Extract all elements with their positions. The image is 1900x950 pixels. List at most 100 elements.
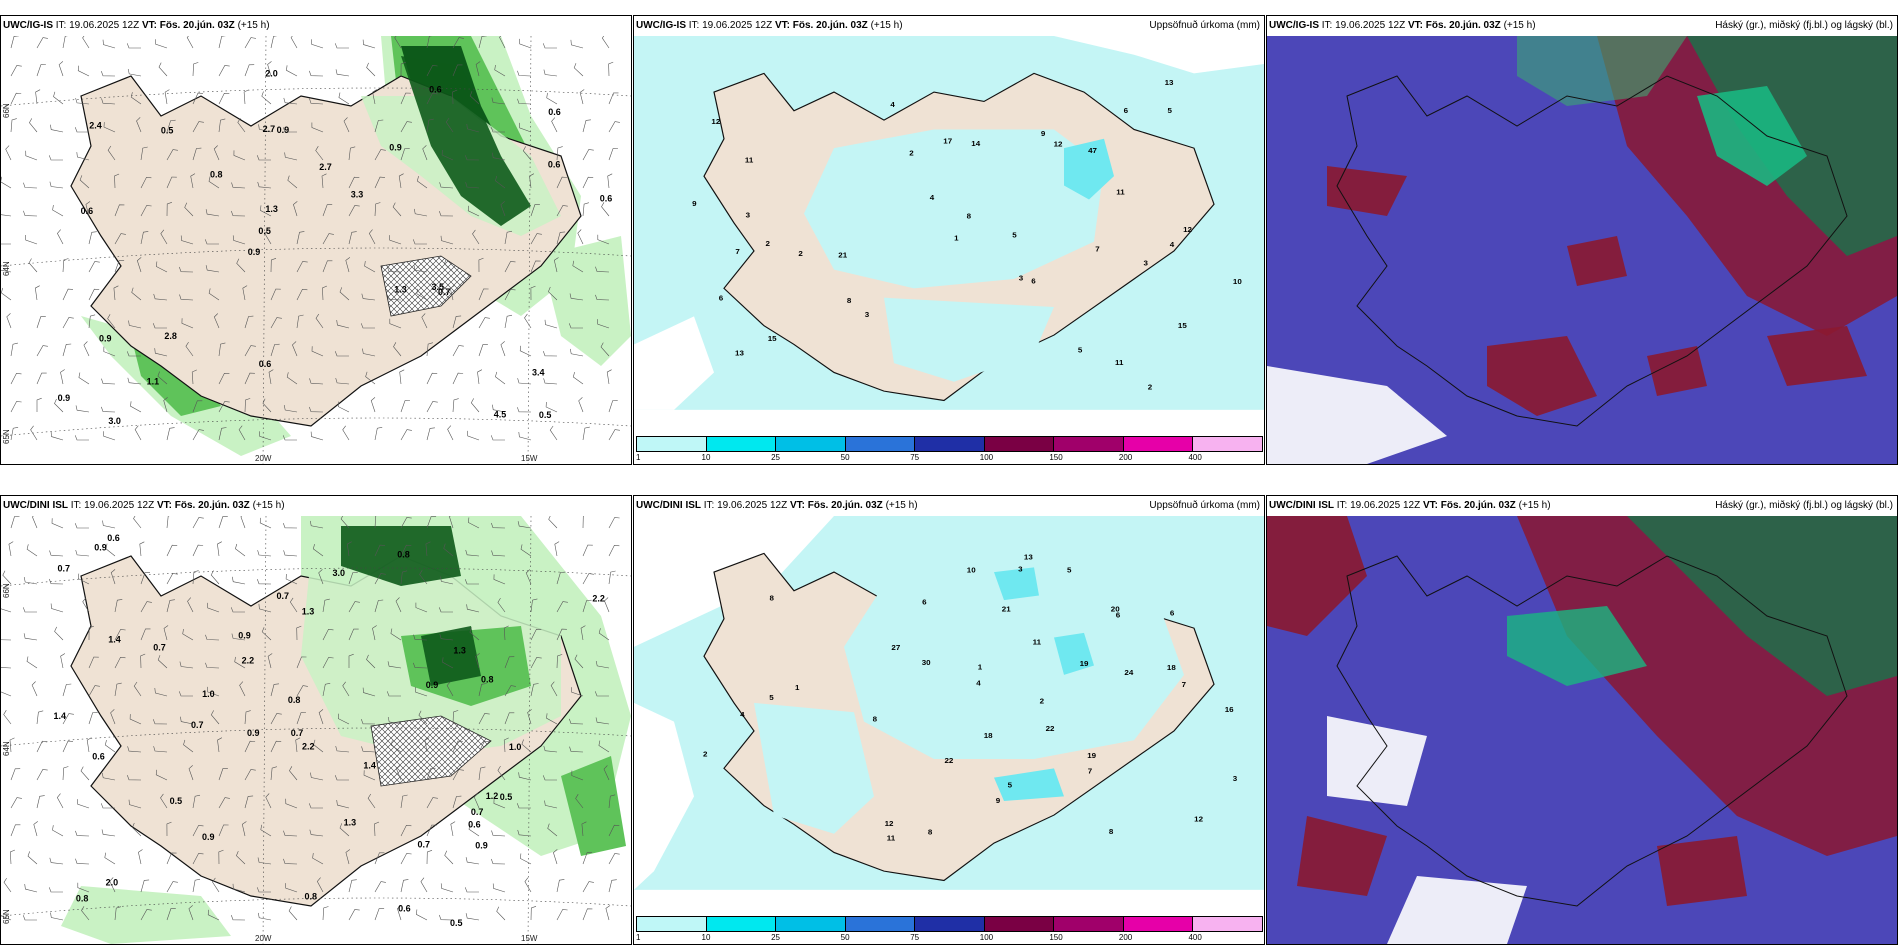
precip-area (541, 236, 631, 366)
wind-barb (75, 830, 90, 837)
wind-barb (504, 261, 516, 273)
panel-dini-isl-wind-precip[interactable]: UWC/DINI ISL IT: 19.06.2025 12Z VT: Fös.… (0, 495, 632, 945)
wind-barb (60, 369, 65, 385)
wind-barb (348, 231, 357, 245)
wind-barb (114, 629, 126, 641)
wind-barb (236, 850, 246, 865)
wind-barb (101, 772, 116, 781)
wind-barb (608, 148, 619, 161)
wind-barb (582, 599, 592, 613)
precip-value-label: 30 (922, 658, 931, 667)
precip-value-label: 0.6 (398, 903, 411, 913)
wind-barb (183, 739, 194, 753)
wind-barb (153, 746, 168, 753)
wind-barb (348, 205, 360, 217)
map-clouds[interactable] (1267, 36, 1897, 464)
wind-barb (10, 92, 22, 105)
wind-barb (339, 287, 350, 301)
wind-barb (208, 288, 220, 301)
wind-barb (365, 371, 376, 385)
wind-barb (322, 260, 333, 273)
wind-barb (139, 541, 145, 557)
precip-value-label: 2 (766, 239, 770, 248)
wind-barb (374, 149, 386, 161)
wind-barb (32, 516, 38, 529)
map-wind-precip[interactable]: 0.50.60.60.90.93.02.72.70.90.80.91.10.93… (1, 36, 631, 464)
wind-barb (556, 146, 563, 161)
wind-barb (218, 768, 228, 781)
legend-swatch (844, 436, 916, 452)
precip-value-label: 0.6 (468, 820, 481, 830)
wind-barb (127, 774, 142, 781)
legend-swatch (983, 436, 1055, 452)
panel-title: UWC/DINI ISL IT: 19.06.2025 12Z VT: Fös.… (1269, 500, 1551, 511)
legend-label: 200 (1118, 933, 1133, 942)
wind-barb (309, 70, 324, 77)
panel-ig-is-wind-precip[interactable]: UWC/IG-IS IT: 19.06.2025 12Z VT: Fös. 20… (0, 15, 632, 465)
wind-barb (556, 654, 563, 669)
wind-barb (160, 793, 168, 809)
precip-value-label: 2.2 (242, 655, 255, 665)
wind-barb (597, 234, 610, 245)
precip-value-label: 1.0 (202, 689, 215, 699)
wind-barb (230, 607, 245, 613)
legend-swatch (1122, 916, 1194, 932)
wind-barb (556, 879, 565, 893)
wind-barb (542, 43, 557, 49)
map-wind-precip[interactable]: 3.0 1.4 2.2 1.0 0.8 0.6 0.7 0.9 0.9 1.2 0.8 1.0 0.7 0… (1, 516, 631, 944)
wind-barb (114, 204, 125, 217)
wind-barb (543, 69, 558, 77)
precip-value-label: 7 (1088, 767, 1092, 776)
panel-dini-isl-clouds[interactable]: UWC/DINI ISL IT: 19.06.2025 12Z VT: Fös.… (1266, 495, 1898, 945)
precip-value-label: 0.9 (475, 840, 488, 850)
wind-barb (259, 431, 272, 441)
wind-barb (166, 202, 173, 217)
precip-value-label: 0.7 (277, 591, 290, 601)
wind-barb (601, 202, 610, 217)
precip-value-label: 0.7 (471, 807, 484, 817)
wind-barb (31, 681, 38, 697)
legend-swatch (636, 436, 707, 452)
wind-barb (218, 797, 230, 809)
wind-barb (449, 516, 454, 529)
wind-barb (478, 36, 487, 49)
precip-value-label: 5 (1078, 346, 1083, 355)
legend-swatch (914, 916, 985, 932)
legend-label: 75 (910, 933, 920, 942)
wind-barb (426, 118, 434, 133)
panel-dini-isl-accum-precip[interactable]: UWC/DINI ISL IT: 19.06.2025 12Z VT: Fös.… (633, 495, 1265, 945)
wind-barb (88, 712, 98, 725)
legend-swatch (705, 916, 777, 932)
wind-barb (452, 795, 462, 809)
precip-value-label: 13 (1165, 78, 1175, 87)
land-iceland (1336, 75, 1848, 427)
wind-barb (542, 775, 558, 781)
wind-barb (549, 425, 558, 441)
wind-barb (419, 570, 428, 585)
wind-barb (473, 793, 480, 809)
precip-value-label: 1.4 (108, 634, 121, 644)
map-clouds[interactable] (1267, 516, 1897, 944)
precip-value-label: 10 (1233, 277, 1242, 286)
precip-value-label: 9 (692, 199, 697, 208)
wind-barb (205, 265, 220, 273)
wind-barb (397, 905, 402, 921)
lat-label: 65N (2, 909, 11, 924)
panel-ig-is-clouds[interactable]: UWC/IG-IS IT: 19.06.2025 12Z VT: Fös. 20… (1266, 15, 1898, 465)
wind-barb (361, 718, 376, 725)
wind-barb (413, 265, 428, 273)
wind-barb (50, 912, 64, 921)
lat-label: 64N (2, 741, 11, 756)
wind-barb (29, 118, 38, 133)
map-accumulated-precip[interactable]: 8561321222218192427161130181912208103214… (634, 516, 1264, 916)
wind-barb (166, 427, 175, 441)
wind-barb (36, 316, 46, 329)
precip-value-label: 0.9 (248, 247, 261, 257)
wind-barb (22, 607, 37, 613)
precip-value-label: 3 (1018, 565, 1023, 574)
panel-ig-is-accum-precip[interactable]: UWC/IG-IS IT: 19.06.2025 12Z VT: Fös. 20… (633, 15, 1265, 465)
wind-barb (608, 517, 620, 529)
wind-barb (491, 830, 506, 837)
wind-barb (179, 661, 194, 669)
